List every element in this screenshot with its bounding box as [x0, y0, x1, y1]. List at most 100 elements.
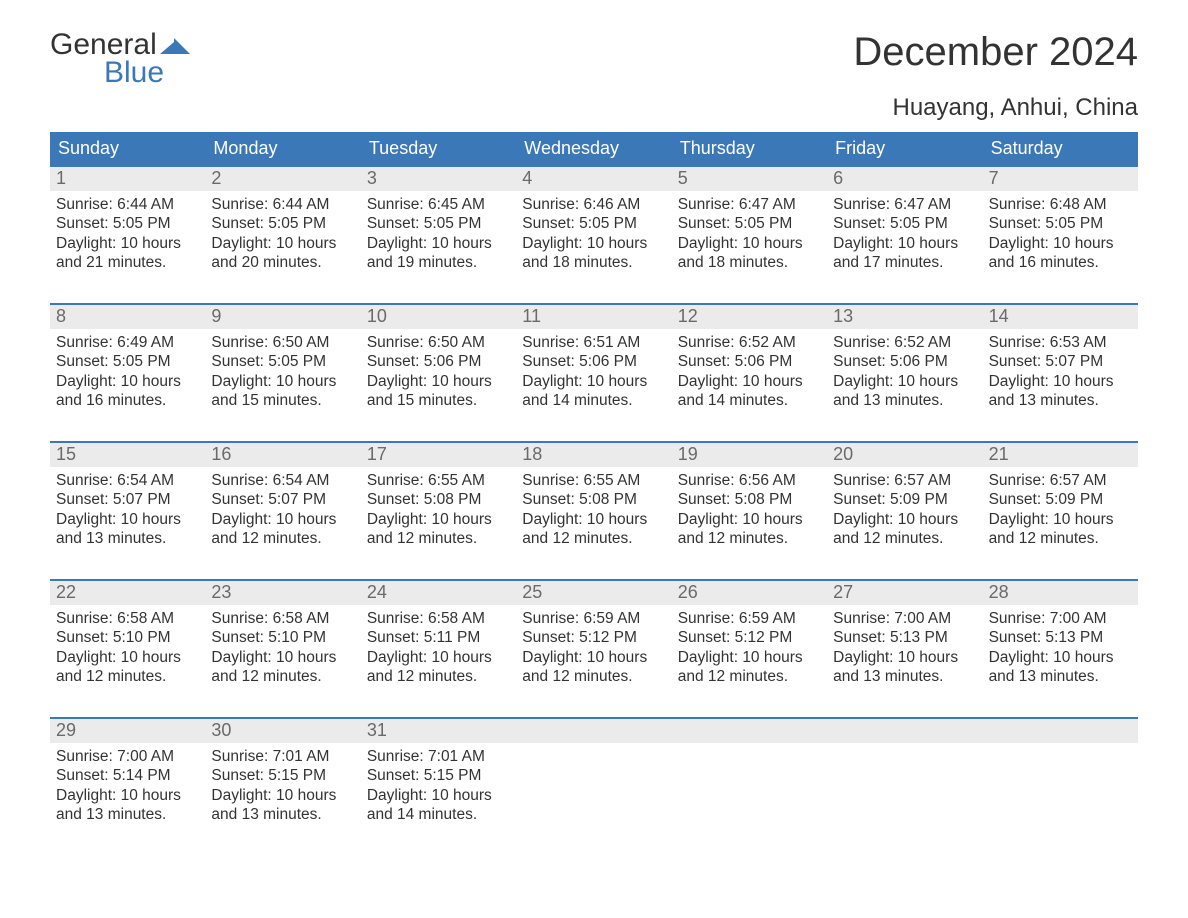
- day-details: Sunrise: 6:44 AMSunset: 5:05 PMDaylight:…: [50, 191, 205, 281]
- day-number: 25: [516, 581, 671, 605]
- daylight-line: Daylight: 10 hours and 20 minutes.: [211, 234, 354, 273]
- sunrise-line: Sunrise: 7:00 AM: [56, 747, 199, 766]
- sunrise-line: Sunrise: 6:58 AM: [211, 609, 354, 628]
- day-details: Sunrise: 6:50 AMSunset: 5:05 PMDaylight:…: [205, 329, 360, 419]
- sunrise-line: Sunrise: 6:48 AM: [989, 195, 1132, 214]
- daylight-line: Daylight: 10 hours and 12 minutes.: [367, 510, 510, 549]
- sunset-line: Sunset: 5:07 PM: [56, 490, 199, 509]
- sunset-line: Sunset: 5:05 PM: [367, 214, 510, 233]
- calendar-cell: 30Sunrise: 7:01 AMSunset: 5:15 PMDayligh…: [205, 719, 360, 839]
- sunrise-line: Sunrise: 7:01 AM: [367, 747, 510, 766]
- sunset-line: Sunset: 5:05 PM: [56, 352, 199, 371]
- day-number: [516, 719, 671, 743]
- sunset-line: Sunset: 5:13 PM: [989, 628, 1132, 647]
- page-title: December 2024: [853, 30, 1138, 75]
- calendar-cell: 28 Sunrise: 7:00 AMSunset: 5:13 PMDayligh…: [983, 581, 1138, 701]
- sunrise-line: Sunrise: 6:56 AM: [678, 471, 821, 490]
- daylight-line: Daylight: 10 hours and 16 minutes.: [56, 372, 199, 411]
- sunrise-line: Sunrise: 6:58 AM: [56, 609, 199, 628]
- day-details: Sunrise: 7:00 AMSunset: 5:13 PMDaylight:…: [827, 605, 982, 695]
- daylight-line: Daylight: 10 hours and 13 minutes.: [56, 786, 199, 825]
- sunrise-line: Sunrise: 6:50 AM: [211, 333, 354, 352]
- daylight-line: Daylight: 10 hours and 13 minutes.: [211, 786, 354, 825]
- calendar-cell: 4Sunrise: 6:46 AMSunset: 5:05 PMDaylight…: [516, 167, 671, 287]
- calendar-cell: 8Sunrise: 6:49 AMSunset: 5:05 PMDaylight…: [50, 305, 205, 425]
- sunset-line: Sunset: 5:06 PM: [833, 352, 976, 371]
- sunrise-line: Sunrise: 6:54 AM: [211, 471, 354, 490]
- day-details: Sunrise: 6:46 AMSunset: 5:05 PMDaylight:…: [516, 191, 671, 281]
- calendar-cell: [516, 719, 671, 839]
- calendar-cell: 18Sunrise: 6:55 AMSunset: 5:08 PMDayligh…: [516, 443, 671, 563]
- daylight-line: Daylight: 10 hours and 13 minutes.: [989, 648, 1132, 687]
- calendar-cell: 9Sunrise: 6:50 AMSunset: 5:05 PMDaylight…: [205, 305, 360, 425]
- sunrise-line: Sunrise: 6:57 AM: [833, 471, 976, 490]
- day-number: 21: [983, 443, 1138, 467]
- day-details: Sunrise: 6:44 AMSunset: 5:05 PMDaylight:…: [205, 191, 360, 281]
- calendar-grid: Sunday Monday Tuesday Wednesday Thursday…: [50, 132, 1138, 839]
- sunset-line: Sunset: 5:05 PM: [211, 214, 354, 233]
- daylight-line: Daylight: 10 hours and 12 minutes.: [833, 510, 976, 549]
- calendar-cell: 7Sunrise: 6:48 AMSunset: 5:05 PMDaylight…: [983, 167, 1138, 287]
- day-details: Sunrise: 6:57 AMSunset: 5:09 PMDaylight:…: [983, 467, 1138, 557]
- daylight-line: Daylight: 10 hours and 12 minutes.: [522, 648, 665, 687]
- calendar-cell: 26Sunrise: 6:59 AMSunset: 5:12 PMDayligh…: [672, 581, 827, 701]
- dayhead-tuesday: Tuesday: [361, 132, 516, 167]
- day-details: Sunrise: 6:54 AMSunset: 5:07 PMDaylight:…: [205, 467, 360, 557]
- sunset-line: Sunset: 5:15 PM: [211, 766, 354, 785]
- daylight-line: Daylight: 10 hours and 14 minutes.: [367, 786, 510, 825]
- day-number: 27: [827, 581, 982, 605]
- calendar-cell: 5Sunrise: 6:47 AMSunset: 5:05 PMDaylight…: [672, 167, 827, 287]
- day-number: 29: [50, 719, 205, 743]
- sunrise-line: Sunrise: 6:45 AM: [367, 195, 510, 214]
- sunset-line: Sunset: 5:09 PM: [989, 490, 1132, 509]
- sunrise-line: Sunrise: 6:50 AM: [367, 333, 510, 352]
- calendar-cell: 17Sunrise: 6:55 AMSunset: 5:08 PMDayligh…: [361, 443, 516, 563]
- calendar-week: 22Sunrise: 6:58 AMSunset: 5:10 PMDayligh…: [50, 579, 1138, 701]
- calendar-week: 8Sunrise: 6:49 AMSunset: 5:05 PMDaylight…: [50, 303, 1138, 425]
- day-number: 13: [827, 305, 982, 329]
- day-number: 9: [205, 305, 360, 329]
- day-number: [983, 719, 1138, 743]
- day-number: 14: [983, 305, 1138, 329]
- calendar-cell: 2Sunrise: 6:44 AMSunset: 5:05 PMDaylight…: [205, 167, 360, 287]
- day-number: 3: [361, 167, 516, 191]
- daylight-line: Daylight: 10 hours and 21 minutes.: [56, 234, 199, 273]
- location-text: Huayang, Anhui, China: [50, 94, 1138, 122]
- sunset-line: Sunset: 5:05 PM: [211, 352, 354, 371]
- daylight-line: Daylight: 10 hours and 17 minutes.: [833, 234, 976, 273]
- sunrise-line: Sunrise: 6:55 AM: [367, 471, 510, 490]
- day-details: Sunrise: 7:01 AMSunset: 5:15 PMDaylight:…: [361, 743, 516, 833]
- calendar-week: 15Sunrise: 6:54 AMSunset: 5:07 PMDayligh…: [50, 441, 1138, 563]
- calendar-cell: 22Sunrise: 6:58 AMSunset: 5:10 PMDayligh…: [50, 581, 205, 701]
- day-number: [827, 719, 982, 743]
- day-details: Sunrise: 6:52 AMSunset: 5:06 PMDaylight:…: [827, 329, 982, 419]
- day-number: 19: [672, 443, 827, 467]
- sunset-line: Sunset: 5:10 PM: [211, 628, 354, 647]
- day-number: 11: [516, 305, 671, 329]
- sunrise-line: Sunrise: 7:00 AM: [989, 609, 1132, 628]
- calendar-cell: 14Sunrise: 6:53 AMSunset: 5:07 PMDayligh…: [983, 305, 1138, 425]
- sunrise-line: Sunrise: 7:01 AM: [211, 747, 354, 766]
- sunset-line: Sunset: 5:09 PM: [833, 490, 976, 509]
- daylight-line: Daylight: 10 hours and 14 minutes.: [678, 372, 821, 411]
- dayhead-saturday: Saturday: [983, 132, 1138, 167]
- day-details: Sunrise: 6:56 AMSunset: 5:08 PMDaylight:…: [672, 467, 827, 557]
- calendar-cell: 31Sunrise: 7:01 AMSunset: 5:15 PMDayligh…: [361, 719, 516, 839]
- sunset-line: Sunset: 5:11 PM: [367, 628, 510, 647]
- day-details: Sunrise: 6:58 AMSunset: 5:10 PMDaylight:…: [50, 605, 205, 695]
- dayhead-monday: Monday: [205, 132, 360, 167]
- day-details: Sunrise: 6:51 AMSunset: 5:06 PMDaylight:…: [516, 329, 671, 419]
- day-number: 10: [361, 305, 516, 329]
- day-details: Sunrise: 6:55 AMSunset: 5:08 PMDaylight:…: [516, 467, 671, 557]
- calendar-cell: 29Sunrise: 7:00 AMSunset: 5:14 PMDayligh…: [50, 719, 205, 839]
- daylight-line: Daylight: 10 hours and 12 minutes.: [211, 648, 354, 687]
- sunset-line: Sunset: 5:06 PM: [367, 352, 510, 371]
- daylight-line: Daylight: 10 hours and 19 minutes.: [367, 234, 510, 273]
- daylight-line: Daylight: 10 hours and 18 minutes.: [522, 234, 665, 273]
- day-number: 28: [983, 581, 1138, 605]
- day-number: 8: [50, 305, 205, 329]
- day-number: 6: [827, 167, 982, 191]
- calendar-cell: 25Sunrise: 6:59 AMSunset: 5:12 PMDayligh…: [516, 581, 671, 701]
- daylight-line: Daylight: 10 hours and 13 minutes.: [56, 510, 199, 549]
- dayhead-thursday: Thursday: [672, 132, 827, 167]
